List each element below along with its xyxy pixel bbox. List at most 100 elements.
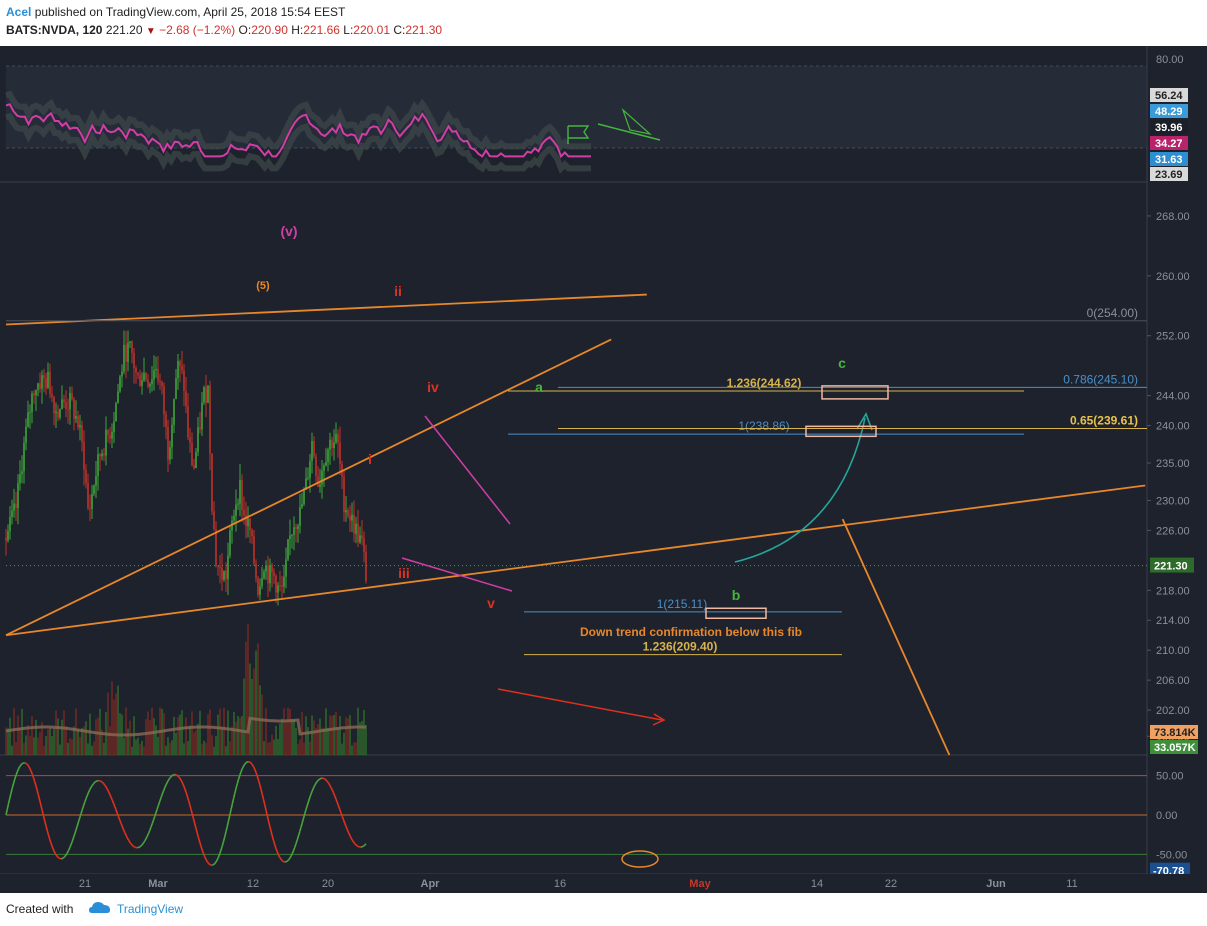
candle-body bbox=[199, 427, 201, 430]
oscillator-segment bbox=[350, 837, 353, 841]
tradingview-brand[interactable]: TradingView bbox=[117, 902, 184, 916]
candle-body bbox=[137, 372, 139, 376]
oscillator-segment bbox=[349, 834, 352, 839]
highlight-ellipse bbox=[621, 850, 659, 868]
oscillator-segment bbox=[238, 771, 242, 776]
volume-ma-line bbox=[5, 716, 366, 737]
oscillator-segment bbox=[69, 844, 72, 849]
volume-bar bbox=[153, 718, 155, 755]
oscillator-segment bbox=[340, 812, 344, 817]
oscillator-segment bbox=[122, 829, 126, 833]
candle-body bbox=[77, 416, 79, 428]
oscillator-segment bbox=[303, 809, 307, 815]
oscillator-segment bbox=[306, 801, 310, 806]
candle-body bbox=[273, 572, 275, 577]
candle-body bbox=[21, 471, 23, 475]
price-tick-label: 252.00 bbox=[1156, 331, 1190, 343]
volume-bar bbox=[273, 739, 275, 755]
oscillator-segment bbox=[140, 844, 143, 847]
volume-bar bbox=[65, 726, 67, 755]
wave-label-b: b bbox=[732, 587, 741, 603]
candle-body bbox=[185, 391, 187, 407]
target-box bbox=[805, 425, 877, 438]
candle-body bbox=[289, 535, 291, 540]
oscillator-segment bbox=[115, 809, 119, 814]
candle-body bbox=[115, 403, 117, 422]
oscillator-segment bbox=[149, 826, 152, 831]
oscillator-segment bbox=[120, 822, 123, 827]
volume-bar bbox=[187, 741, 189, 755]
candle-body bbox=[363, 538, 365, 553]
volume-bar bbox=[337, 728, 339, 755]
candle-body bbox=[301, 503, 303, 508]
wave-label-v: (v) bbox=[280, 223, 297, 239]
volume-bar bbox=[111, 681, 113, 755]
oscillator-segment bbox=[155, 808, 159, 813]
volume-bar bbox=[197, 723, 199, 755]
candle-body bbox=[71, 393, 73, 400]
oscillator-segment bbox=[138, 846, 141, 849]
volume-bar bbox=[205, 742, 207, 755]
candle-body bbox=[109, 434, 111, 439]
oscillator-segment bbox=[344, 822, 347, 827]
candle-body bbox=[167, 427, 169, 460]
oscillator-segment bbox=[190, 808, 194, 815]
oscillator-segment bbox=[198, 841, 202, 847]
close-value: 221.30 bbox=[405, 23, 443, 37]
oscillator-segment bbox=[285, 860, 288, 863]
candle-body bbox=[237, 503, 239, 505]
oscillator-segment bbox=[280, 858, 283, 862]
candle-body bbox=[57, 411, 59, 418]
rsi-line bbox=[5, 103, 591, 159]
oscillator-segment bbox=[272, 840, 276, 845]
price-chart[interactable]: 0(254.00) 1.236(244.62) 0.786(245.10) 1(238… bbox=[0, 46, 1207, 893]
volume-bar bbox=[43, 745, 45, 755]
candle-body bbox=[51, 394, 53, 397]
oscillator-segment bbox=[56, 855, 60, 859]
candle-body bbox=[139, 375, 141, 386]
volume-bar bbox=[347, 718, 349, 755]
projection-arrow bbox=[734, 417, 866, 563]
volume-bar bbox=[239, 717, 241, 755]
candle-body bbox=[39, 383, 41, 389]
last-price-label: 221.30 bbox=[1154, 561, 1188, 573]
oscillator-segment bbox=[200, 846, 204, 851]
candle-body bbox=[283, 576, 285, 587]
candle-body bbox=[337, 433, 339, 443]
volume-bar bbox=[115, 693, 117, 755]
oscillator-tick-label: 0.00 bbox=[1156, 810, 1177, 822]
annotations: 0(254.00) 1.236(244.62) 0.786(245.10) 1(238… bbox=[5, 223, 1147, 756]
rsi-value-badge bbox=[1150, 136, 1188, 150]
oscillator-segment bbox=[166, 779, 170, 783]
candle-body bbox=[353, 514, 355, 534]
volume-bar bbox=[211, 735, 213, 755]
oscillator-segment bbox=[307, 797, 311, 802]
candle-body bbox=[281, 585, 283, 587]
volume-bar bbox=[241, 716, 243, 755]
author-name[interactable]: Acel bbox=[6, 5, 32, 19]
oscillator-segment bbox=[324, 778, 327, 781]
oscillator-segment bbox=[273, 844, 277, 849]
candle-body bbox=[349, 515, 351, 521]
oscillator-segment bbox=[262, 799, 266, 805]
candle-body bbox=[117, 391, 119, 404]
volume-trend-arrow bbox=[497, 688, 663, 721]
oscillator-segment bbox=[114, 806, 117, 811]
volume-bar bbox=[127, 728, 129, 755]
price-tick-label: 268.00 bbox=[1156, 211, 1190, 223]
oscillator-segment bbox=[62, 856, 66, 859]
volume-bar bbox=[269, 742, 271, 755]
volume-bar bbox=[35, 719, 37, 755]
oscillator-segment bbox=[222, 836, 226, 842]
volume-bar bbox=[57, 718, 59, 755]
flag-icon bbox=[567, 125, 590, 144]
volume-bar bbox=[289, 709, 291, 755]
volume-bar bbox=[155, 725, 157, 755]
oscillator-segment bbox=[258, 784, 262, 790]
oscillator-segment bbox=[19, 764, 22, 768]
volume-bar bbox=[215, 736, 217, 755]
candle-body bbox=[177, 361, 179, 379]
volume-bar bbox=[103, 742, 105, 755]
candle-body bbox=[15, 503, 17, 508]
candle-body bbox=[243, 509, 245, 516]
